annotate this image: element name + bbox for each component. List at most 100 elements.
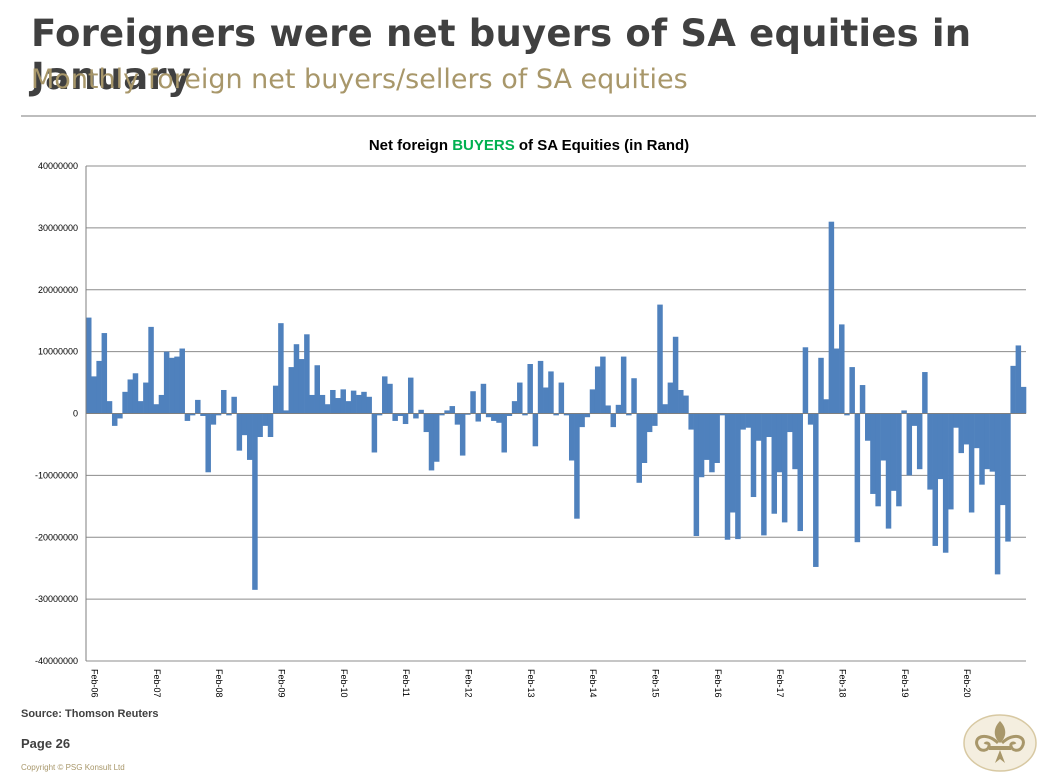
bar — [330, 389, 336, 414]
x-tick-label: Feb-20 — [962, 669, 972, 698]
bar — [693, 413, 700, 537]
x-tick-label: Feb-07 — [152, 669, 162, 698]
bar — [672, 336, 679, 414]
bar — [215, 413, 222, 416]
page-number: Page 26 — [21, 736, 71, 751]
bar — [210, 413, 217, 425]
bar — [584, 413, 591, 418]
bar — [361, 391, 367, 414]
bar — [932, 413, 939, 546]
bar — [610, 413, 617, 428]
bar — [283, 410, 289, 414]
bar — [558, 382, 565, 414]
x-tick-label: Feb-09 — [277, 669, 287, 698]
y-tick-label: 40000000 — [38, 161, 78, 171]
bar — [465, 413, 471, 415]
bar — [766, 413, 772, 438]
bar — [802, 347, 809, 414]
bar — [475, 413, 481, 422]
y-tick-label: -30000000 — [35, 594, 78, 604]
copyright-note: Copyright © PSG Konsult Ltd — [21, 763, 125, 772]
y-tick-label: -20000000 — [35, 532, 78, 542]
bar — [844, 413, 850, 416]
bar — [548, 371, 554, 414]
bar — [839, 324, 845, 414]
bar — [371, 413, 378, 453]
bar — [620, 356, 627, 414]
bar — [454, 413, 461, 425]
bar — [1000, 413, 1006, 506]
bar — [267, 413, 274, 438]
bar — [906, 413, 913, 476]
x-tick-label: Feb-08 — [214, 669, 224, 698]
bar — [740, 413, 746, 430]
x-tick-label: Feb-19 — [900, 669, 910, 698]
bar — [382, 376, 388, 414]
y-tick-label: -10000000 — [35, 470, 78, 480]
bar — [96, 360, 102, 414]
page-subtitle: Monthly foreign net buyers/sellers of SA… — [31, 64, 688, 95]
bar — [543, 387, 549, 414]
bar — [304, 334, 310, 414]
bar — [376, 413, 383, 416]
bar — [137, 401, 144, 414]
bar — [833, 348, 840, 414]
bar — [750, 413, 757, 498]
bar — [688, 413, 694, 430]
net-foreign-buyers-chart: Net foreign BUYERS of SA Equities (in Ra… — [35, 137, 1027, 698]
bar — [91, 376, 97, 414]
x-tick-labels: Feb-06 Feb-07 Feb-08 Feb-09 Feb-10 Feb-11 Feb-… — [90, 669, 972, 698]
x-tick-label: Feb-11 — [401, 669, 411, 697]
bar — [979, 413, 985, 485]
bar — [439, 413, 445, 416]
bar — [262, 413, 269, 426]
bar — [392, 413, 398, 421]
bar — [646, 413, 653, 433]
bar — [470, 391, 476, 414]
bar — [174, 356, 180, 414]
bar — [1020, 386, 1027, 414]
fleur-de-lis-icon — [963, 714, 1037, 772]
bar — [704, 413, 710, 460]
y-tick-label: 20000000 — [38, 285, 78, 295]
bar — [755, 413, 762, 441]
bar — [683, 395, 689, 414]
bar — [340, 389, 346, 414]
bar — [423, 413, 430, 433]
bar — [517, 382, 523, 414]
bar — [781, 413, 788, 523]
bar — [106, 401, 113, 414]
bar — [433, 413, 440, 462]
bar — [288, 367, 295, 414]
bar — [574, 413, 580, 519]
bar — [272, 385, 279, 414]
source-note: Source: Thomson Reuters — [21, 708, 159, 720]
bar — [356, 394, 362, 414]
bar — [127, 379, 134, 414]
bar — [480, 383, 487, 414]
bar — [927, 413, 933, 490]
bar — [169, 357, 175, 414]
bar — [309, 394, 315, 414]
bar — [901, 410, 907, 414]
bar — [117, 413, 123, 419]
bar — [880, 413, 887, 461]
x-tick-label: Feb-06 — [90, 669, 100, 698]
bar — [865, 413, 871, 441]
bar — [745, 413, 752, 428]
chart-title-part-1: Net foreign — [369, 137, 452, 154]
bar — [563, 413, 570, 416]
x-tick-label: Feb-17 — [775, 669, 785, 698]
bar — [709, 413, 715, 473]
bar — [501, 413, 507, 453]
y-tick-label: 30000000 — [38, 223, 78, 233]
bar — [626, 413, 632, 416]
bar — [179, 348, 185, 414]
chart-title: Net foreign BUYERS of SA Equities (in Ra… — [369, 137, 689, 154]
y-tick-label: -40000000 — [35, 656, 78, 666]
bar — [922, 372, 928, 414]
bar — [236, 413, 243, 451]
chart-title-buyers: BUYERS — [452, 137, 515, 154]
bar — [849, 367, 855, 414]
bar — [652, 413, 658, 426]
